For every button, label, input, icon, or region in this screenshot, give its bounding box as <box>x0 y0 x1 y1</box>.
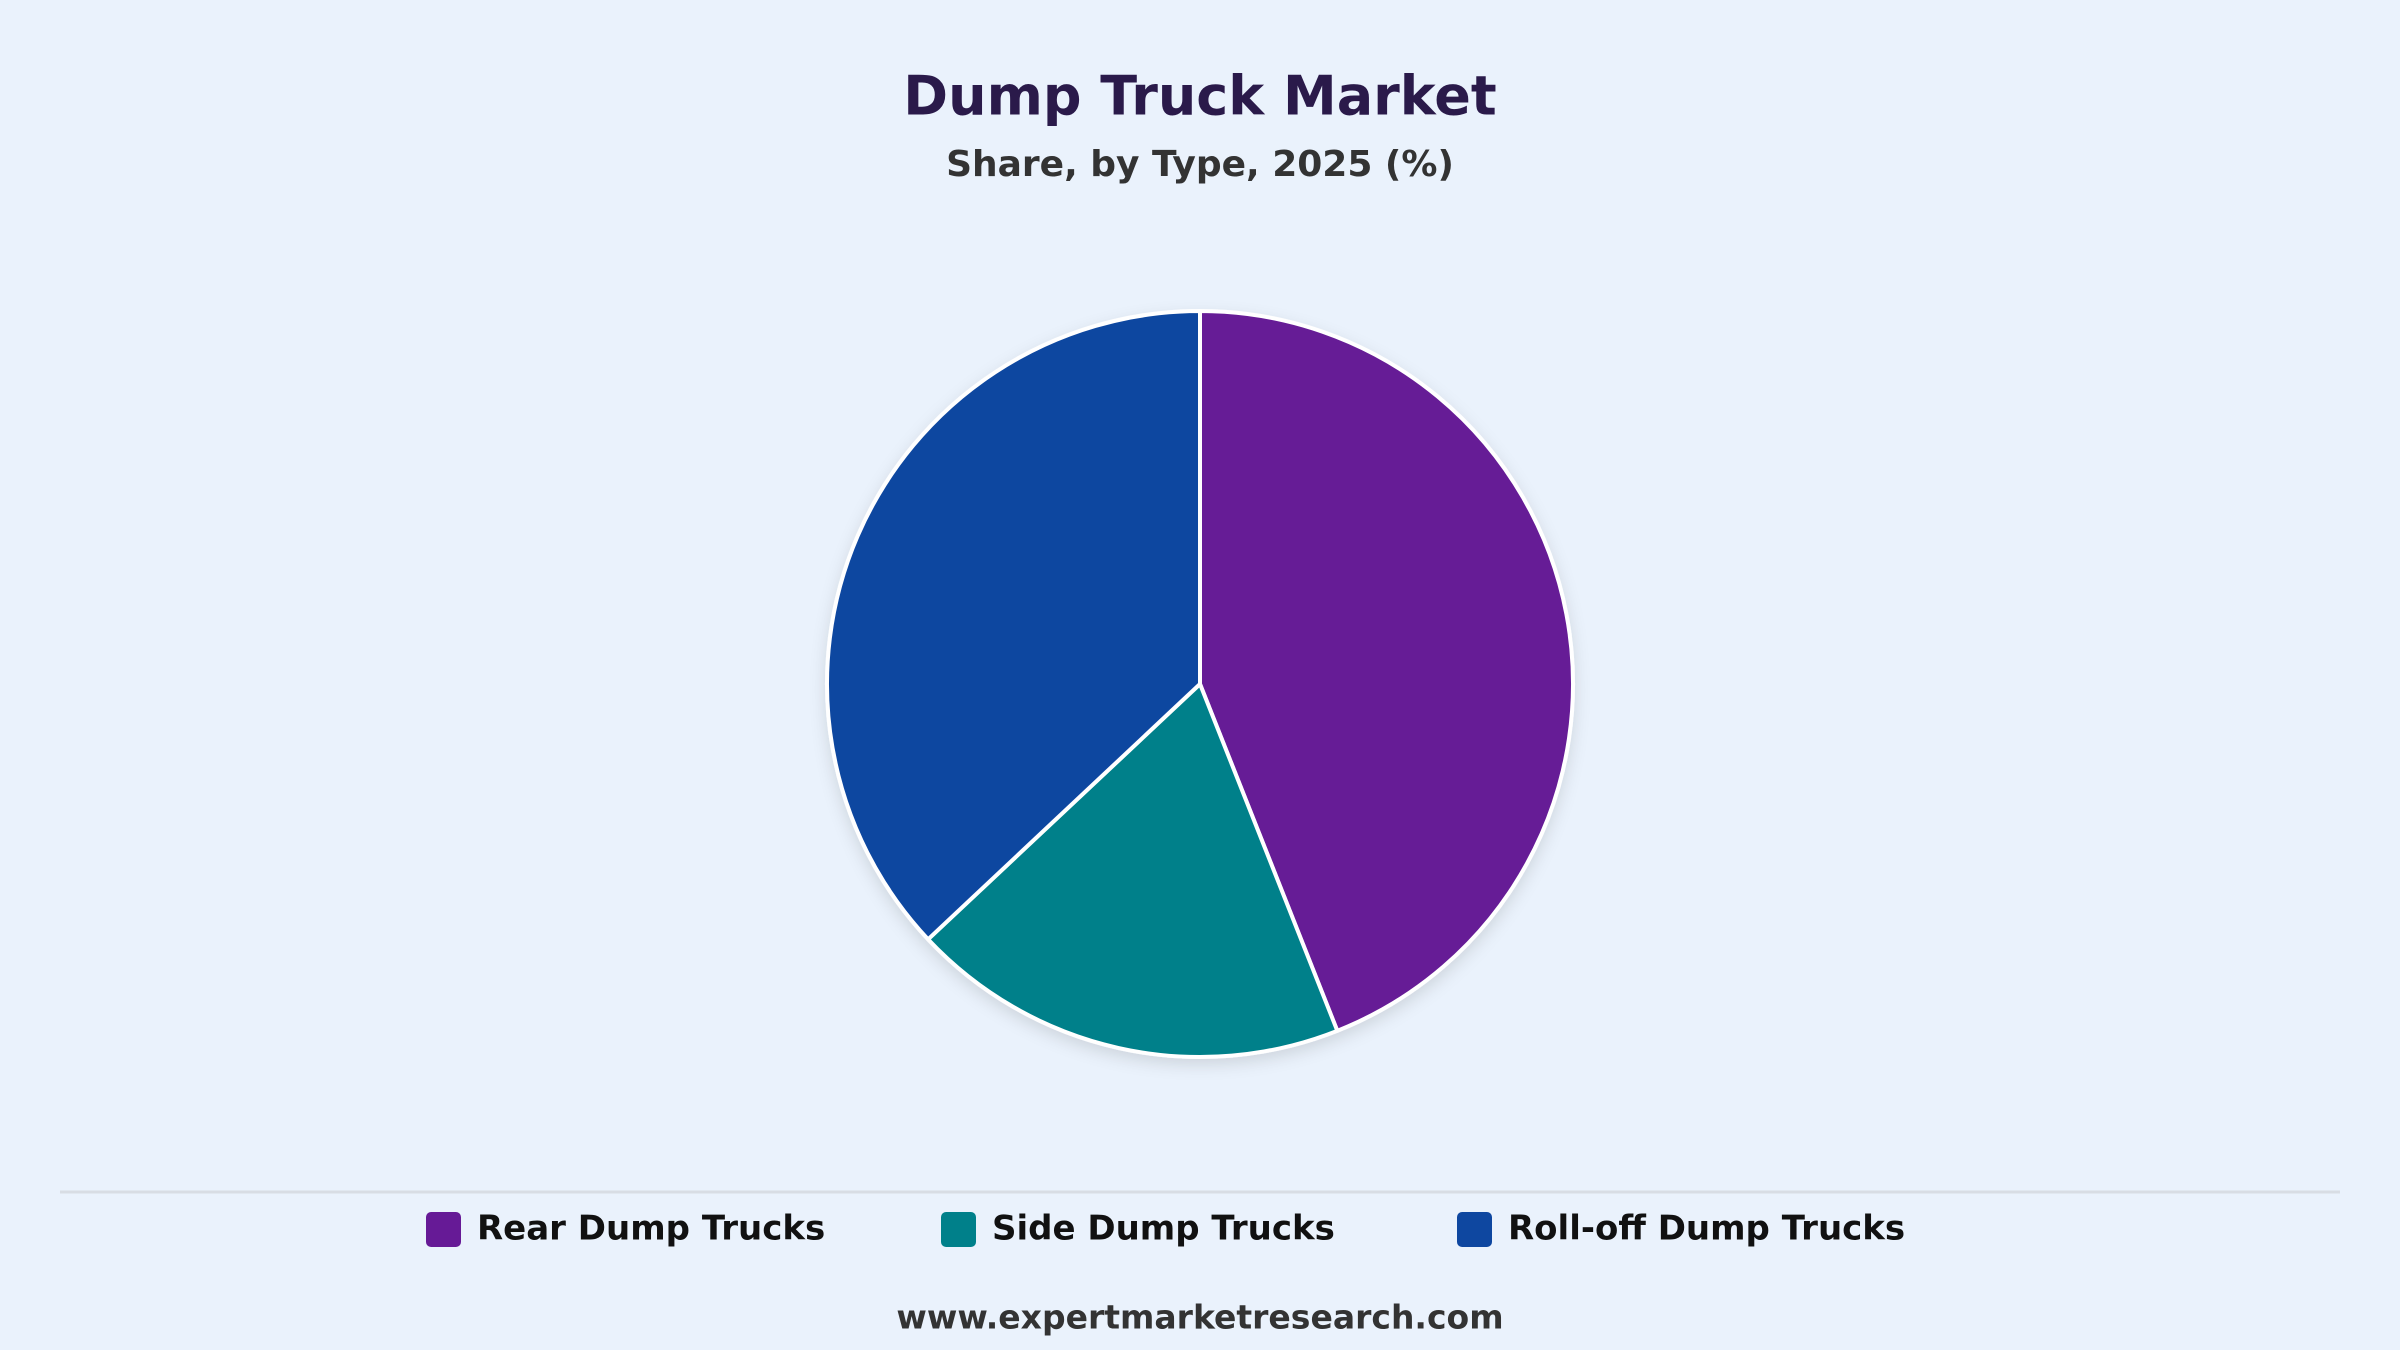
legend: Rear Dump Trucks Side Dump Trucks Roll-off… <box>426 1209 1905 1249</box>
chart-subtitle: Share, by Type, 2025 (%) <box>946 144 1454 185</box>
legend-label: Side Dump Trucks <box>992 1209 1335 1249</box>
pie-slice <box>1198 309 1576 1033</box>
legend-label: Rear Dump Trucks <box>477 1209 825 1249</box>
legend-label: Roll-off Dump Trucks <box>1508 1209 1905 1249</box>
chart-title: Dump Truck Market <box>903 65 1496 128</box>
pie-slice <box>926 682 1340 1059</box>
legend-swatch <box>941 1212 976 1247</box>
legend-swatch <box>426 1212 461 1247</box>
pie <box>825 309 1576 1059</box>
pie-slice <box>825 309 1202 942</box>
source: www.expertmarketresearch.com <box>896 1298 1503 1337</box>
legend-swatch <box>1457 1212 1492 1247</box>
